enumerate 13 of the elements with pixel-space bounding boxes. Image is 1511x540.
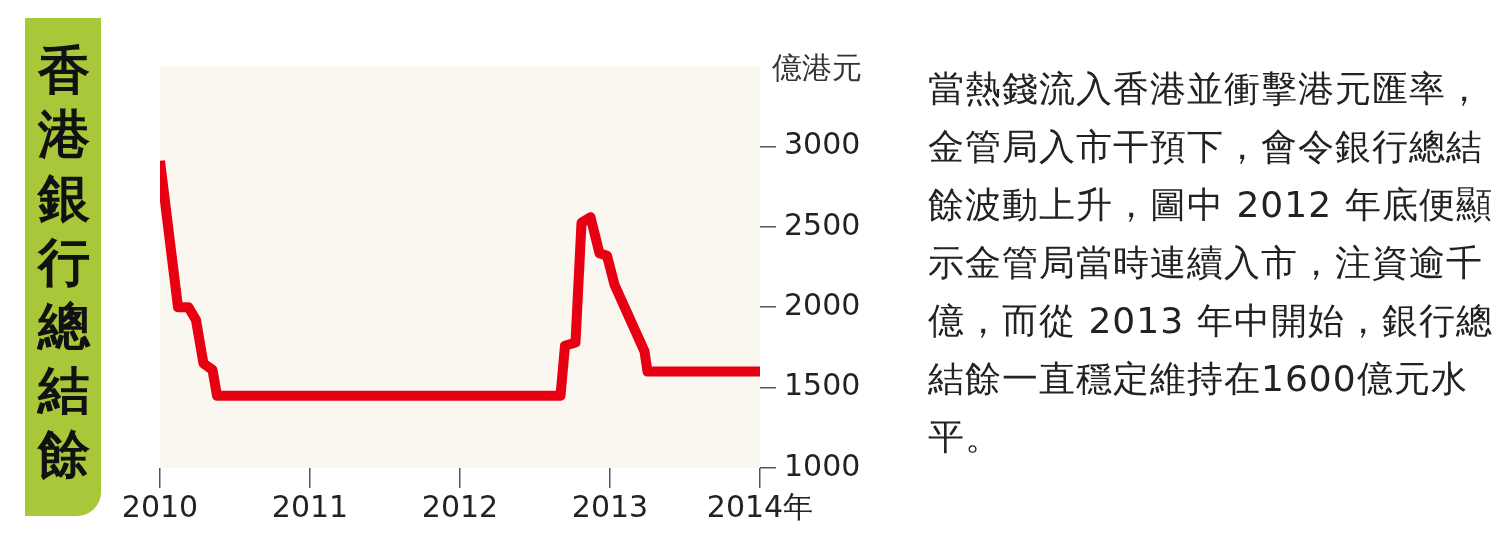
y-tick-label: 1000 [784, 447, 861, 483]
x-tick-label: 2010 [121, 488, 199, 524]
text: 當熱錢流入香港並衝擊港元匯率，金管局入市干預下，會令銀行總結餘波動上升，圖中 2012 年底便顯示金管局當時連續入市，注資逾千億，而從 2013 年中開始，銀行總結餘一直穩定維持在1600億元水平。 [928, 67, 1493, 459]
x-tick-label: 2012 [421, 488, 499, 524]
y-axis-title: 億港元 [772, 49, 862, 87]
x-tick-label: 2011 [271, 488, 349, 524]
y-tick-label: 2500 [784, 206, 861, 242]
y-tick-label: 3000 [784, 126, 861, 162]
x-tick-label: 2013 [571, 488, 649, 524]
x-tick-label: 2014年 [706, 488, 814, 524]
y-tick-label: 2000 [784, 287, 861, 322]
y-tick-label: 1500 [784, 367, 861, 403]
text: 香港銀行總結餘 [37, 39, 91, 486]
